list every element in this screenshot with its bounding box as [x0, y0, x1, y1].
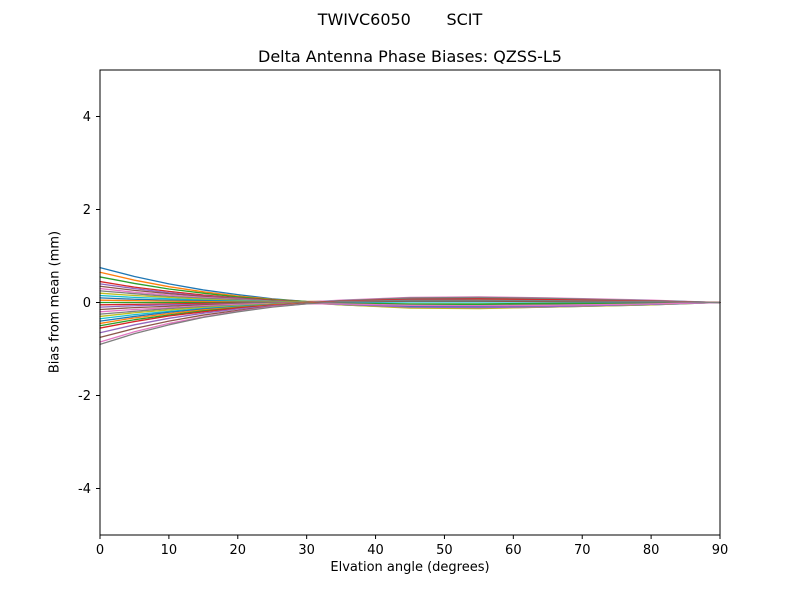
chart-title: Delta Antenna Phase Biases: QZSS-L5 [258, 47, 562, 66]
figure-suptitle: TWIVC6050 SCIT [317, 10, 483, 29]
y-tick-label: -2 [78, 389, 91, 404]
y-tick-label: -4 [78, 482, 91, 497]
y-tick-label: 0 [83, 296, 91, 311]
x-tick-label: 70 [574, 543, 591, 558]
x-tick-label: 60 [505, 543, 522, 558]
y-tick-label: 2 [83, 203, 91, 218]
x-tick-label: 0 [96, 543, 104, 558]
x-tick-label: 50 [436, 543, 453, 558]
x-tick-label: 40 [367, 543, 384, 558]
x-tick-label: 90 [712, 543, 729, 558]
series-line [99, 299, 721, 346]
x-axis-label: Elvation angle (degrees) [330, 560, 490, 575]
y-axis-label: Bias from mean (mm) [47, 230, 63, 374]
x-tick-label: 10 [161, 543, 178, 558]
x-tick-label: 20 [230, 543, 247, 558]
x-tick-label: 30 [298, 543, 315, 558]
y-tick-label: 4 [83, 110, 91, 125]
x-tick-label: 80 [643, 543, 660, 558]
